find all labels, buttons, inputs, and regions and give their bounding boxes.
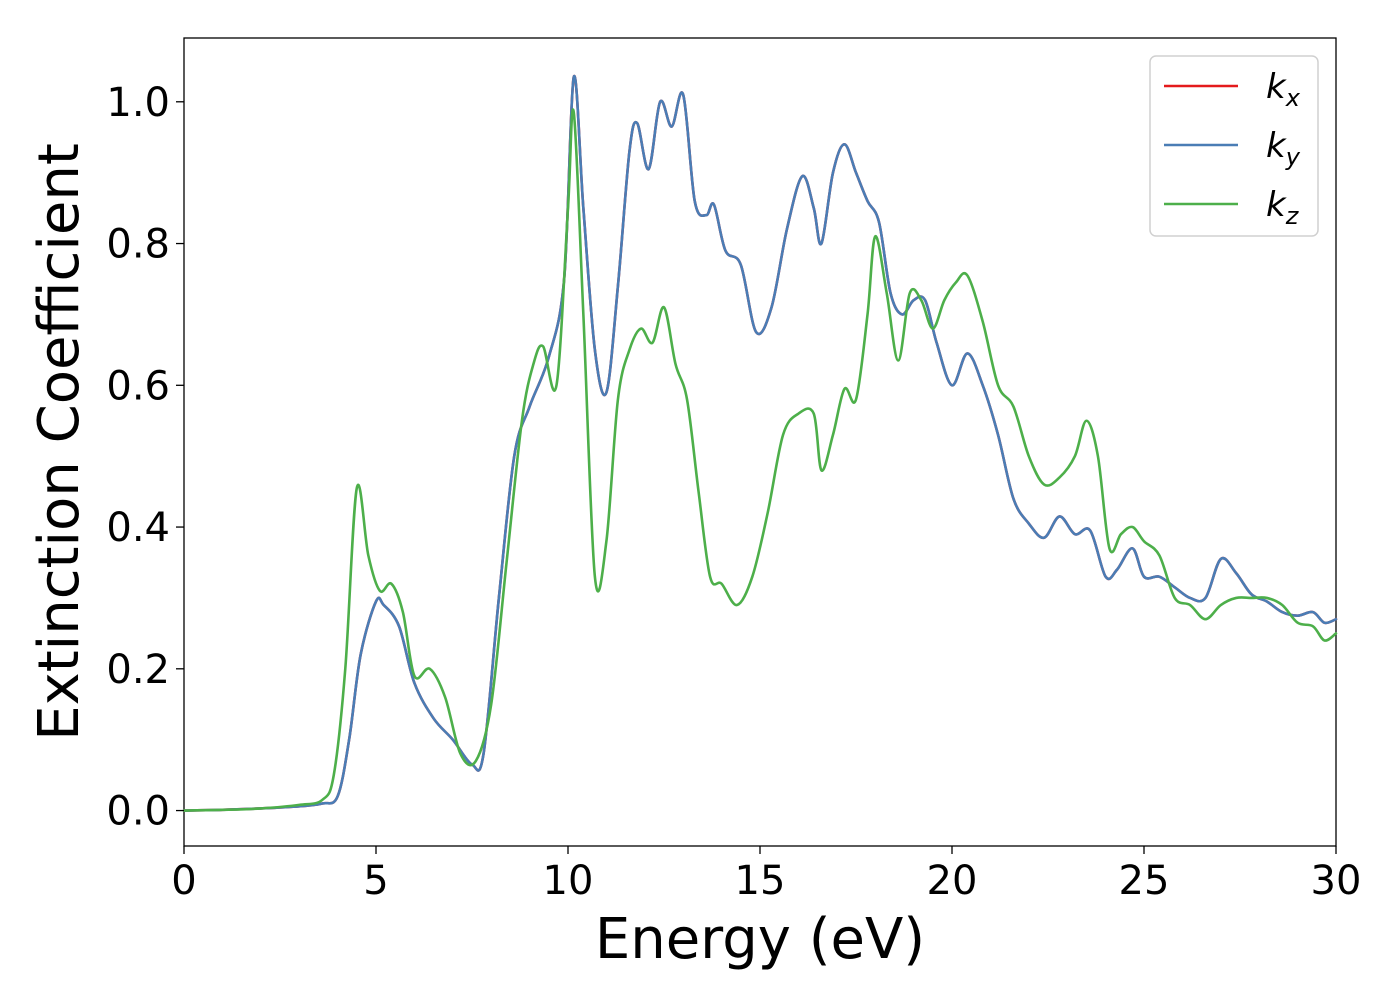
legend-label-sub: x <box>1285 84 1301 112</box>
x-tick-label: 15 <box>735 858 786 904</box>
legend-label-main: k <box>1266 185 1287 225</box>
series-line-k-z <box>182 108 1338 812</box>
y-tick-label: 0.0 <box>106 789 170 835</box>
x-tick-label: 10 <box>543 858 594 904</box>
y-tick-label: 0.6 <box>106 363 170 409</box>
y-tick-label: 0.4 <box>106 505 170 551</box>
x-ticks: 0 5 10 15 20 25 30 <box>171 846 1361 904</box>
series-line-k-y <box>182 74 1338 812</box>
legend-label: kz <box>1266 185 1300 230</box>
series-layer <box>182 74 1338 812</box>
y-tick-label: 0.8 <box>106 222 170 268</box>
x-tick-label: 5 <box>363 858 388 904</box>
y-tick-label: 1.0 <box>106 80 170 126</box>
y-axis-label: Extinction Coefficient <box>27 143 92 741</box>
x-tick-label: 30 <box>1311 858 1362 904</box>
legend-label-sub: z <box>1285 202 1300 230</box>
legend-label: kx <box>1266 67 1301 112</box>
legend-label-sub: y <box>1285 143 1301 171</box>
x-tick-label: 0 <box>171 858 196 904</box>
x-tick-label: 20 <box>927 858 978 904</box>
y-tick-label: 0.2 <box>106 647 170 693</box>
plot-area <box>183 37 1337 847</box>
legend-label: ky <box>1266 126 1301 171</box>
x-axis-label: Energy (eV) <box>595 907 925 972</box>
y-ticks: 0.0 0.2 0.4 0.6 0.8 1.0 <box>106 80 184 835</box>
legend-label-main: k <box>1266 126 1287 166</box>
legend-label-main: k <box>1266 67 1287 107</box>
x-tick-label: 25 <box>1119 858 1170 904</box>
